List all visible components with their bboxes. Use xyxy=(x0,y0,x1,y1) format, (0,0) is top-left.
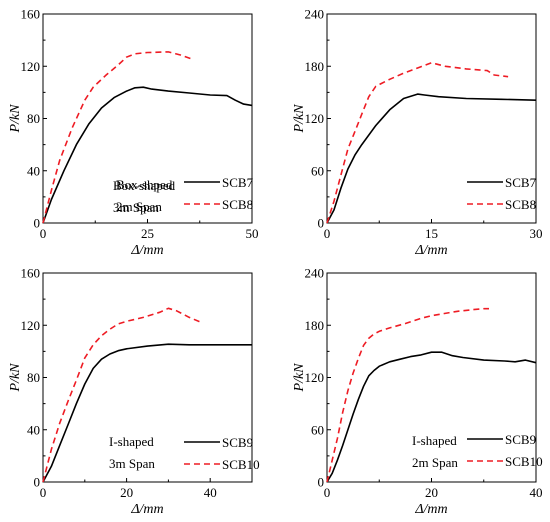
y-tick-label: 120 xyxy=(305,111,325,126)
annotation-line-1: I-shaped xyxy=(109,434,154,449)
series-line-scb8 xyxy=(42,51,194,224)
y-tick-label: 40 xyxy=(27,163,40,178)
x-axis-label: Δ/mm xyxy=(414,502,447,517)
x-axis-label: Δ/mm xyxy=(414,243,447,258)
y-tick-label: 80 xyxy=(27,370,40,385)
y-tick-label: 60 xyxy=(311,163,324,178)
series-line-scb9 xyxy=(42,343,252,483)
series-line-scb7 xyxy=(326,93,537,224)
y-tick-label: 120 xyxy=(21,318,41,333)
annotation-line-2: 2m Span xyxy=(116,199,162,214)
series-line-scb10 xyxy=(326,307,489,483)
chart-panel-2: 0 15 30 0 60 120 180 240 Δ/mm P/kN Box-shped 2m Spa… xyxy=(116,7,543,259)
y-tick-label: 160 xyxy=(21,266,41,281)
legend-label-scb9: SCB9 xyxy=(222,435,253,450)
x-axis-label: Δ/mm xyxy=(130,243,163,258)
series-line-scb9 xyxy=(326,351,537,483)
y-tick-label: 0 xyxy=(318,216,325,231)
y-tick-label: 0 xyxy=(318,475,325,490)
y-tick-label: 120 xyxy=(21,59,41,74)
legend-label-scb8: SCB8 xyxy=(222,197,253,212)
x-tick-label: 40 xyxy=(530,485,543,500)
annotation-line-1: Box-shped xyxy=(116,177,173,192)
legend-label-scb10: SCB10 xyxy=(505,454,543,469)
plot-frame xyxy=(42,272,253,483)
y-tick-label: 0 xyxy=(34,216,41,231)
annotation-line-2: 3m Span xyxy=(113,200,159,215)
y-tick-label: 180 xyxy=(305,318,325,333)
legend-label-scb7: SCB7 xyxy=(222,175,254,190)
y-axis-label: P/kN xyxy=(8,104,23,134)
y-tick-label: 240 xyxy=(305,7,325,22)
x-tick-label: 20 xyxy=(425,485,438,500)
annotation-line-2: 2m Span xyxy=(412,455,458,470)
y-tick-label: 160 xyxy=(21,7,41,22)
x-tick-label: 15 xyxy=(425,226,438,241)
x-tick-label: 25 xyxy=(141,226,154,241)
y-axis-label: P/kN xyxy=(8,363,23,393)
plot-frame xyxy=(326,13,537,224)
series-line-scb10 xyxy=(42,307,203,483)
chart-panel-4: 0 20 40 0 60 120 180 240 Δ/mm P/kN I-shaped 2m Span… xyxy=(292,266,543,518)
y-tick-label: 80 xyxy=(27,111,40,126)
plot-frame xyxy=(326,272,537,483)
x-tick-label: 0 xyxy=(324,226,331,241)
y-tick-label: 120 xyxy=(305,370,325,385)
chart-panel-3: 0 20 40 0 40 80 120 160 Δ/mm P/kN I-shaped 3m Span S… xyxy=(8,266,260,518)
legend-label-scb8: SCB8 xyxy=(505,197,536,212)
annotation-line-1: Box-shaped xyxy=(113,178,176,193)
x-tick-label: 0 xyxy=(324,485,331,500)
legend-label-scb7: SCB7 xyxy=(505,175,537,190)
annotation-line-2: 3m Span xyxy=(109,456,155,471)
x-tick-label: 30 xyxy=(530,226,543,241)
x-tick-label: 40 xyxy=(204,485,217,500)
series-line-scb8 xyxy=(326,61,509,224)
y-tick-label: 180 xyxy=(305,59,325,74)
x-tick-label: 50 xyxy=(246,226,259,241)
x-tick-label: 20 xyxy=(120,485,133,500)
x-tick-label: 0 xyxy=(40,226,47,241)
x-tick-label: 0 xyxy=(40,485,47,500)
y-axis-label: P/kN xyxy=(292,104,307,134)
y-tick-label: 60 xyxy=(311,422,324,437)
legend-label-scb10: SCB10 xyxy=(222,457,260,472)
series-line-scb7 xyxy=(42,86,253,224)
annotation-line-1: I-shaped xyxy=(412,433,457,448)
y-tick-label: 40 xyxy=(27,422,40,437)
y-axis-label: P/kN xyxy=(292,363,307,393)
x-axis-label: Δ/mm xyxy=(130,502,163,517)
y-tick-label: 0 xyxy=(34,475,41,490)
legend-label-scb9: SCB9 xyxy=(505,432,536,447)
y-tick-label: 240 xyxy=(305,266,325,281)
chart-panel-1: 0 25 50 0 40 80 120 160 Δ/mm P/kN Box-shaped 3m Spa… xyxy=(8,7,259,259)
